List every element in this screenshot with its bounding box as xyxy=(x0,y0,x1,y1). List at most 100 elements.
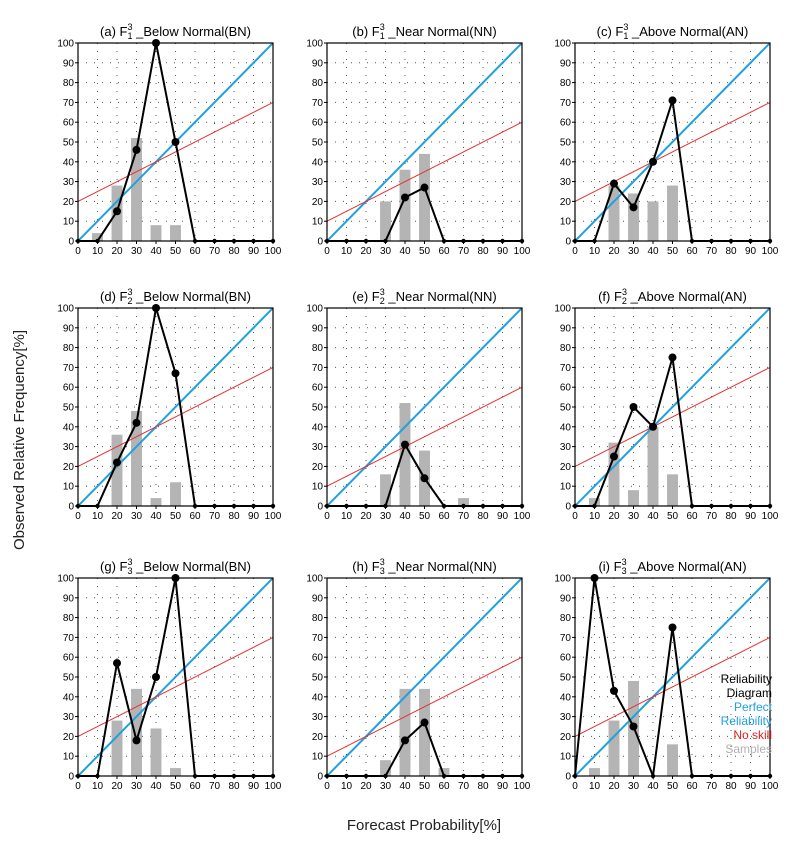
y-tick-label: 30 xyxy=(560,177,572,188)
sample-bar xyxy=(589,768,600,776)
y-tick-label: 40 xyxy=(312,157,324,168)
no-skill-line xyxy=(327,121,522,222)
sample-bar xyxy=(170,225,181,241)
no-skill-line xyxy=(78,101,273,202)
y-tick-label: 40 xyxy=(312,692,324,703)
x-tick-label: 100 xyxy=(514,246,531,257)
y-tick-label: 90 xyxy=(63,323,75,334)
x-tick-label: 40 xyxy=(399,781,411,792)
x-tick-label: 80 xyxy=(228,246,240,257)
panel-c: (c) F13 _Above Normal(AN) 0 10 20 30 40 50 60 70… xyxy=(554,22,778,257)
y-tick-label: 30 xyxy=(560,712,572,723)
x-tick-label: 80 xyxy=(228,781,240,792)
panel-title: (h) F33 _Near Normal(NN) xyxy=(352,557,496,576)
y-tick-label: 80 xyxy=(63,613,75,624)
reliability-point xyxy=(113,458,121,467)
x-tick-label: 50 xyxy=(170,781,182,792)
x-axis-label: Forecast Probability[%] xyxy=(347,817,501,834)
x-tick-label: 50 xyxy=(419,511,431,522)
y-tick-label: 10 xyxy=(312,217,324,228)
no-skill-line xyxy=(327,386,522,487)
no-skill-line xyxy=(78,366,273,467)
sample-bar xyxy=(150,498,162,506)
legend-entry-label: Diagram xyxy=(727,686,772,700)
reliability-point xyxy=(401,440,409,449)
x-tick-label: 30 xyxy=(628,511,640,522)
x-tick-label: 60 xyxy=(438,781,450,792)
sample-bar xyxy=(150,225,162,241)
y-tick-label: 70 xyxy=(312,98,324,109)
x-tick-label: 80 xyxy=(477,246,489,257)
x-tick-label: 70 xyxy=(458,511,470,522)
y-tick-label: 70 xyxy=(312,363,324,374)
y-tick-label: 10 xyxy=(63,217,75,228)
x-tick-label: 40 xyxy=(647,511,659,522)
y-axis-label: Observed Relative Frequency[%] xyxy=(11,330,28,550)
x-tick-label: 0 xyxy=(572,246,578,257)
y-tick-label: 60 xyxy=(312,383,324,394)
y-tick-label: 50 xyxy=(312,403,324,414)
panel-d: (d) F23 _Below Normal(BN) 0 10 20 30 40 50 60 70… xyxy=(57,287,281,522)
y-tick-label: 40 xyxy=(63,422,75,433)
reliability-point xyxy=(113,207,121,216)
sample-bar xyxy=(131,410,142,506)
y-tick-label: 40 xyxy=(560,692,572,703)
x-tick-label: 70 xyxy=(209,246,221,257)
y-tick-label: 30 xyxy=(63,712,75,723)
sample-bar xyxy=(399,169,411,241)
x-tick-label: 100 xyxy=(762,781,779,792)
reliability-point xyxy=(629,403,638,411)
x-tick-label: 40 xyxy=(647,781,659,792)
y-tick-label: 40 xyxy=(560,422,572,433)
y-tick-label: 0 xyxy=(68,237,74,248)
x-tick-label: 70 xyxy=(706,511,718,522)
perfect-reliability-line xyxy=(327,43,522,241)
sample-bar xyxy=(667,185,678,241)
sample-bar xyxy=(628,193,639,241)
x-tick-label: 70 xyxy=(209,511,221,522)
y-tick-label: 20 xyxy=(560,462,572,473)
y-tick-label: 20 xyxy=(560,732,572,743)
x-tick-label: 70 xyxy=(706,246,718,257)
x-tick-label: 80 xyxy=(228,511,240,522)
reliability-point xyxy=(629,722,638,731)
x-tick-label: 80 xyxy=(477,511,489,522)
y-tick-label: 10 xyxy=(560,217,572,228)
y-tick-label: 90 xyxy=(312,58,324,69)
panel-title: (d) F23 _Below Normal(BN) xyxy=(100,287,251,306)
y-tick-label: 20 xyxy=(312,462,324,473)
y-tick-label: 40 xyxy=(560,157,572,168)
y-tick-label: 40 xyxy=(63,692,75,703)
y-tick-label: 70 xyxy=(63,363,75,374)
x-tick-label: 30 xyxy=(380,511,392,522)
y-tick-label: 30 xyxy=(63,177,75,188)
y-tick-label: 90 xyxy=(560,58,572,69)
panel-title: (e) F23 _Near Normal(NN) xyxy=(352,287,496,306)
sample-bar xyxy=(608,442,620,506)
x-tick-label: 10 xyxy=(589,246,601,257)
sample-bar xyxy=(92,233,103,241)
x-tick-label: 20 xyxy=(360,246,372,257)
x-tick-label: 0 xyxy=(324,781,330,792)
panel-g: (g) F33 _Below Normal(BN) 0 10 20 30 40 50 60 70… xyxy=(57,557,281,792)
sample-bar xyxy=(608,720,620,776)
y-tick-label: 100 xyxy=(554,304,571,315)
y-tick-label: 30 xyxy=(312,712,324,723)
x-tick-label: 80 xyxy=(725,246,737,257)
y-tick-label: 50 xyxy=(560,403,572,414)
y-tick-label: 30 xyxy=(312,177,324,188)
sample-bar xyxy=(170,768,181,776)
x-tick-label: 40 xyxy=(399,511,411,522)
y-tick-label: 0 xyxy=(317,772,323,783)
legend-entry-label: Reliability xyxy=(721,672,772,686)
x-tick-label: 80 xyxy=(725,781,737,792)
y-tick-label: 60 xyxy=(560,653,572,664)
no-skill-line xyxy=(575,366,770,467)
reliability-point xyxy=(629,203,638,212)
y-tick-label: 20 xyxy=(63,197,75,208)
x-tick-label: 40 xyxy=(399,246,411,257)
y-tick-label: 10 xyxy=(560,482,572,493)
sample-bar xyxy=(438,768,450,776)
y-tick-label: 90 xyxy=(312,593,324,604)
